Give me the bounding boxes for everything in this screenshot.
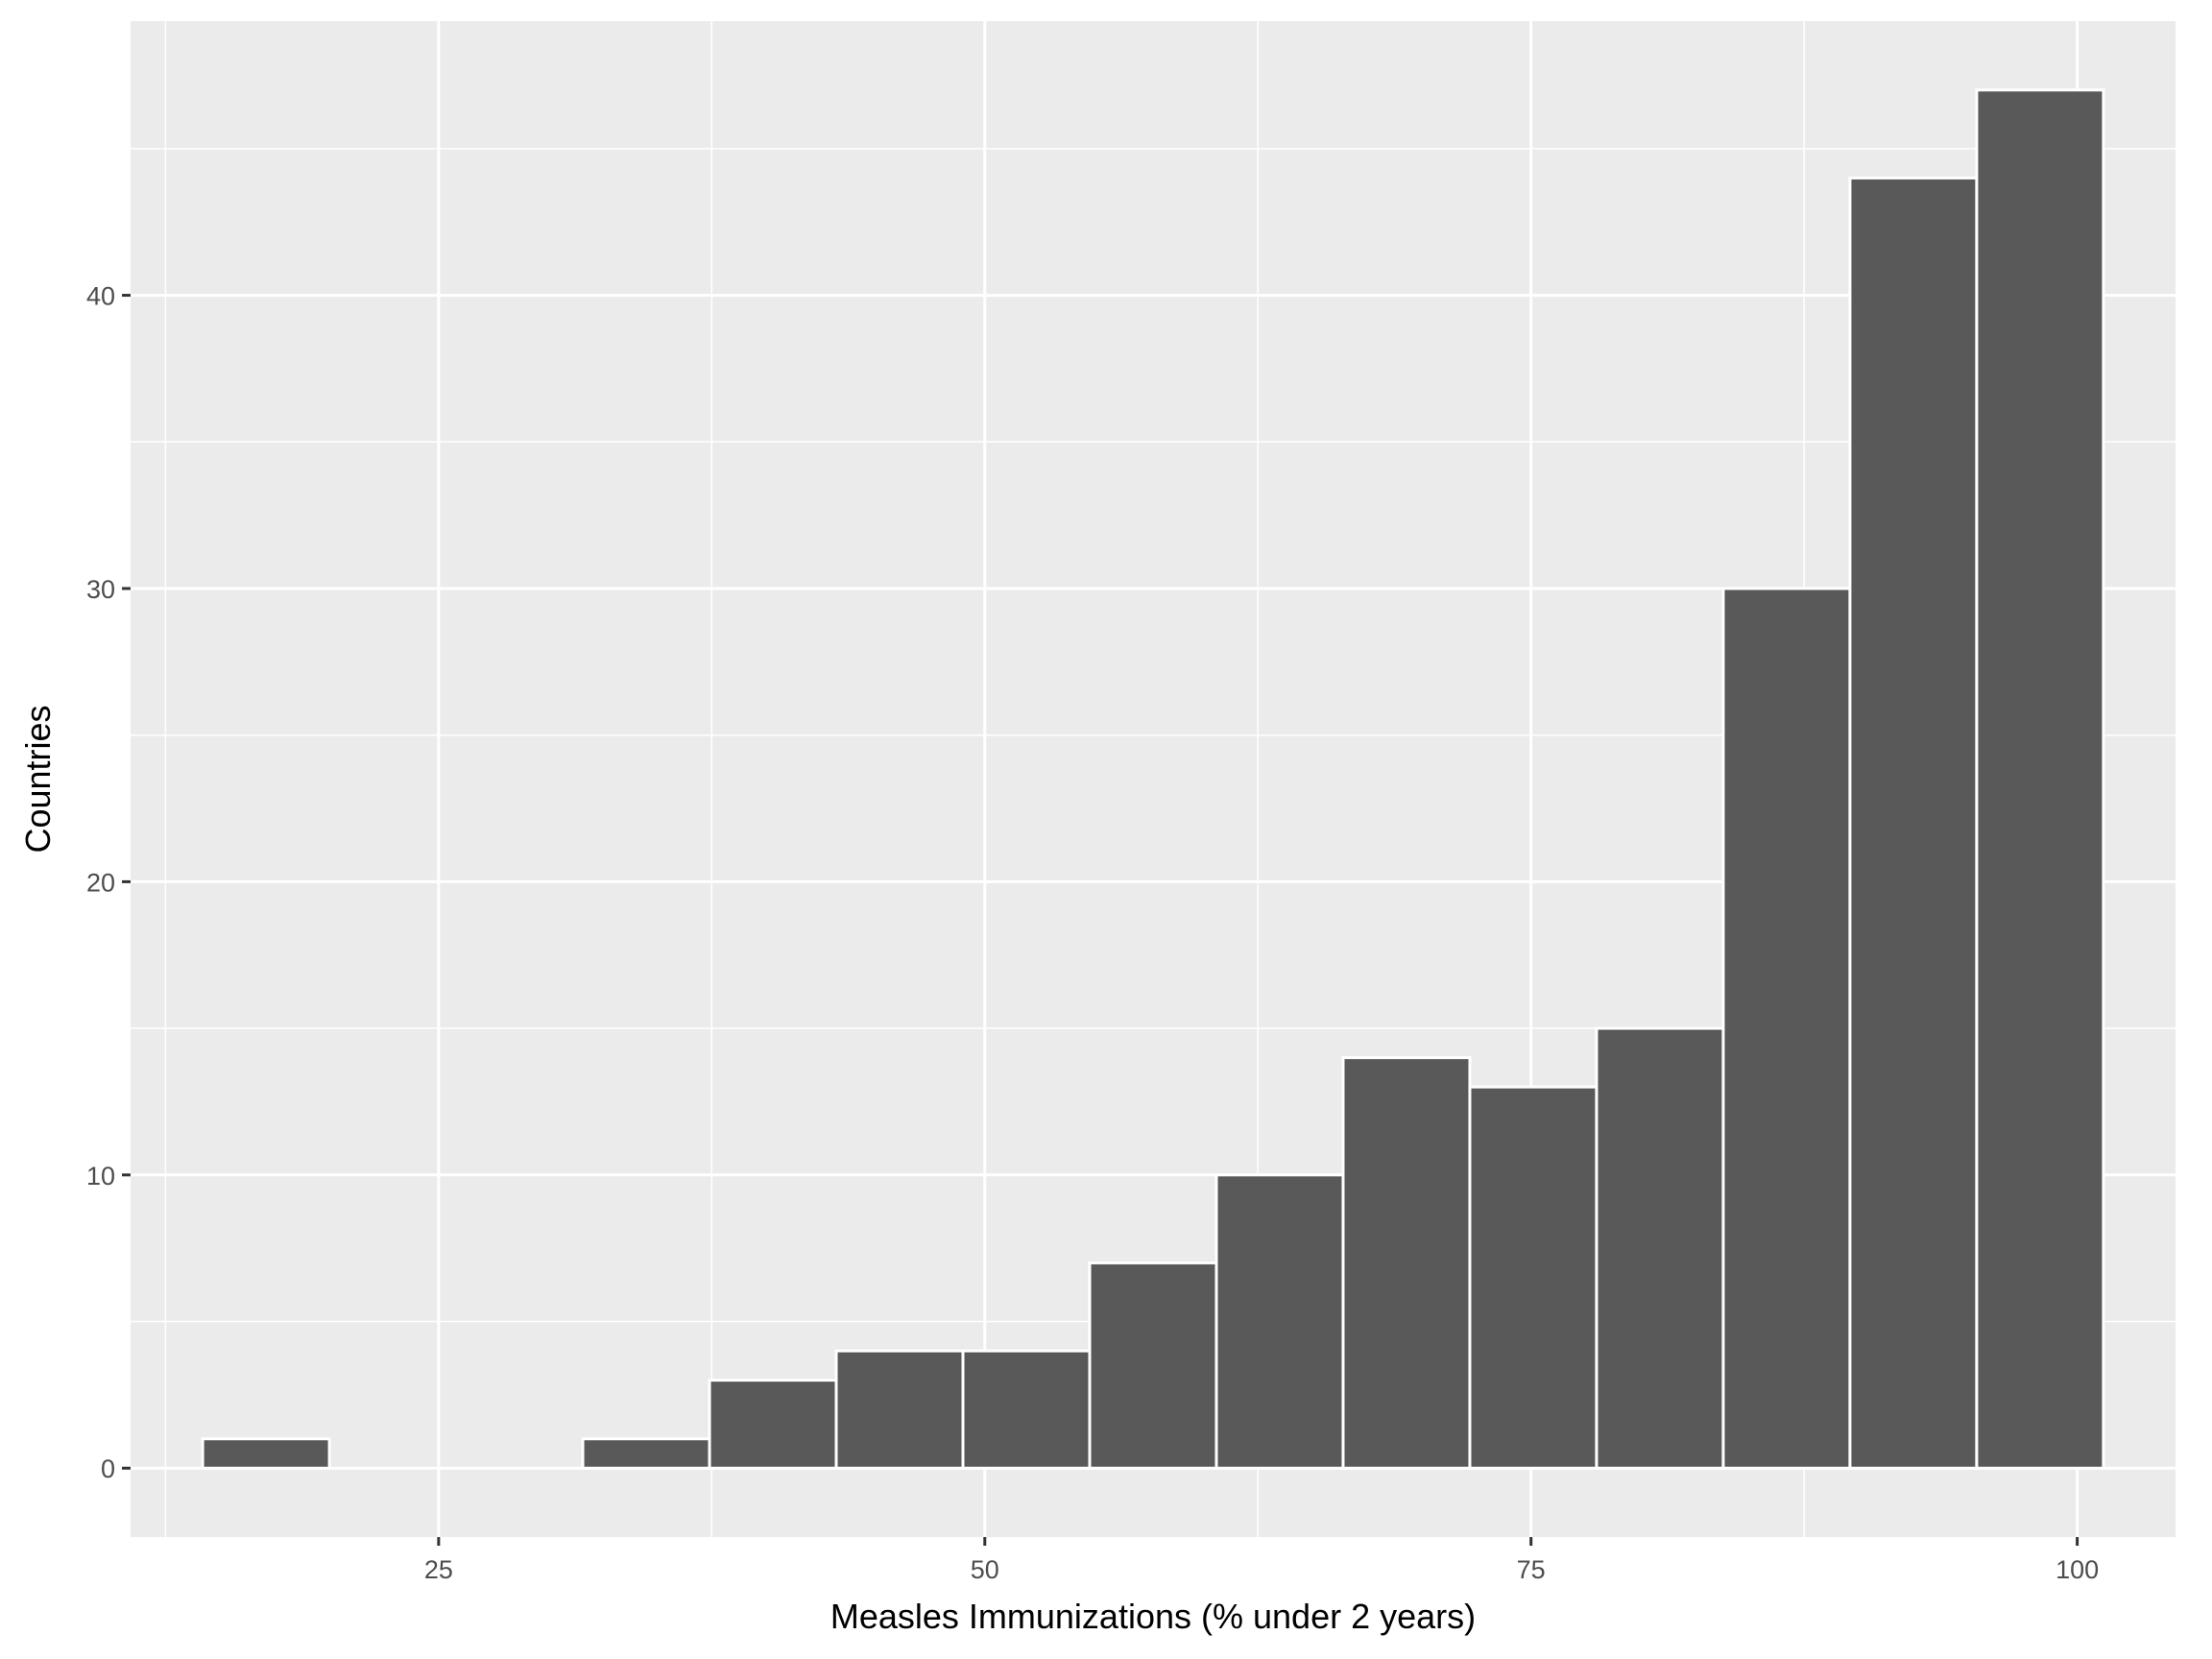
x-tick-label: 75 — [1517, 1555, 1546, 1584]
histogram-bar — [1595, 1026, 1725, 1470]
y-axis: 0 10 20 30 40 — [86, 282, 131, 1483]
histogram-bar — [1088, 1261, 1218, 1470]
histogram-bar — [1848, 176, 1979, 1470]
histogram-bar — [708, 1379, 838, 1470]
histogram-bar — [581, 1437, 711, 1470]
y-tick-label: 20 — [86, 868, 115, 897]
histogram-bars — [201, 88, 2105, 1470]
histogram-bar — [1975, 88, 2105, 1470]
histogram-bar — [201, 1437, 331, 1470]
y-tick-label: 10 — [86, 1162, 115, 1190]
x-tick-label: 50 — [971, 1555, 999, 1584]
histogram-bar — [1721, 587, 1852, 1470]
histogram-bar — [1468, 1085, 1599, 1470]
x-tick-label: 25 — [424, 1555, 453, 1584]
x-tick-label: 100 — [2056, 1555, 2099, 1584]
histogram-bar — [961, 1349, 1092, 1470]
y-tick-label: 30 — [86, 575, 115, 604]
y-axis-title: Countries — [18, 705, 58, 853]
x-axis: 25 50 75 100 — [424, 1537, 2099, 1584]
histogram-bar — [1341, 1056, 1472, 1470]
y-tick-label: 0 — [101, 1455, 115, 1483]
histogram-bar — [834, 1349, 965, 1470]
histogram-bar — [1214, 1173, 1345, 1470]
y-tick-label: 40 — [86, 282, 115, 311]
x-axis-title: Measles Immunizations (% under 2 years) — [830, 1597, 1476, 1636]
